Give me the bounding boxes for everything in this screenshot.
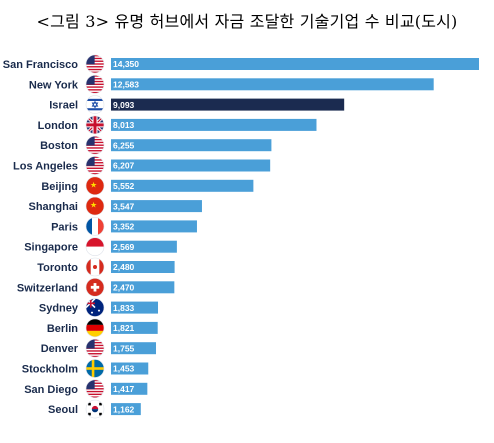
value-label-san-francisco: 14,350 bbox=[113, 59, 139, 69]
category-label-new-york: New York bbox=[29, 79, 79, 91]
bar-new-york bbox=[111, 78, 434, 91]
value-label-israel: 9,093 bbox=[113, 100, 135, 110]
value-label-shanghai: 3,547 bbox=[113, 201, 135, 211]
germany-flag-icon bbox=[85, 318, 105, 338]
us-flag-icon bbox=[85, 379, 105, 399]
bar-san-francisco bbox=[111, 58, 479, 70]
us-flag-icon bbox=[85, 75, 105, 94]
bar-berlin bbox=[111, 321, 158, 334]
category-label-los-angeles: Los Angeles bbox=[13, 161, 78, 173]
category-label-beijing: Beijing bbox=[41, 181, 78, 193]
value-label-switzerland: 2,470 bbox=[113, 283, 135, 293]
category-label-san-francisco: San Francisco bbox=[3, 59, 78, 71]
category-label-seoul: Seoul bbox=[48, 404, 78, 416]
bar-toronto bbox=[111, 261, 175, 273]
singapore-flag-icon bbox=[85, 237, 105, 256]
value-label-beijing: 5,552 bbox=[113, 181, 135, 191]
category-label-paris: Paris bbox=[51, 221, 78, 233]
category-label-boston: Boston bbox=[40, 140, 78, 152]
france-flag-icon bbox=[85, 217, 105, 236]
us-flag-icon bbox=[85, 338, 105, 358]
category-label-san-diego: San Diego bbox=[24, 384, 78, 396]
bar-stockholm bbox=[111, 362, 149, 375]
svg-text:★: ★ bbox=[90, 180, 97, 189]
category-label-israel: Israel bbox=[49, 100, 78, 112]
value-label-singapore: 2,569 bbox=[113, 242, 135, 252]
bar-san-diego bbox=[111, 382, 148, 395]
category-label-singapore: Singapore bbox=[24, 242, 78, 254]
value-label-seoul: 1,162 bbox=[113, 404, 135, 414]
israel-flag-icon bbox=[85, 95, 105, 114]
bar-los-angeles bbox=[111, 159, 271, 172]
category-label-sydney: Sydney bbox=[39, 303, 79, 315]
bar-switzerland bbox=[111, 281, 175, 294]
svg-text:★: ★ bbox=[90, 201, 97, 210]
category-label-denver: Denver bbox=[41, 343, 79, 355]
bar-shanghai bbox=[111, 200, 202, 213]
value-label-stockholm: 1,453 bbox=[113, 364, 135, 374]
canada-flag-icon bbox=[85, 257, 105, 277]
bar-boston bbox=[111, 139, 272, 152]
switzerland-flag-icon bbox=[85, 277, 105, 297]
value-label-london: 8,013 bbox=[113, 120, 135, 130]
bar-london bbox=[111, 118, 317, 131]
category-label-stockholm: Stockholm bbox=[22, 364, 78, 376]
value-label-san-diego: 1,417 bbox=[113, 384, 135, 394]
australia-flag-icon bbox=[85, 298, 105, 317]
bar-seoul bbox=[111, 403, 141, 416]
uk-flag-icon bbox=[85, 115, 105, 135]
us-flag-icon bbox=[85, 54, 105, 74]
category-label-switzerland: Switzerland bbox=[17, 282, 78, 294]
bar-israel bbox=[111, 98, 345, 111]
category-label-london: London bbox=[38, 120, 79, 132]
sweden-flag-icon bbox=[85, 359, 105, 378]
value-label-boston: 6,255 bbox=[113, 140, 135, 150]
value-label-paris: 3,352 bbox=[113, 222, 135, 232]
china-flag-icon: ★ bbox=[85, 176, 105, 196]
china-flag-icon: ★ bbox=[85, 196, 105, 216]
value-label-berlin: 1,821 bbox=[113, 323, 135, 333]
us-flag-icon bbox=[85, 135, 105, 155]
chart-title: <그림 3> 유명 허브에서 자금 조달한 기술기업 수 비교(도시) bbox=[36, 12, 458, 31]
us-flag-icon bbox=[85, 156, 105, 175]
bar-beijing bbox=[111, 179, 254, 192]
value-label-denver: 1,755 bbox=[113, 343, 135, 353]
bar-sydney bbox=[111, 301, 159, 314]
category-label-berlin: Berlin bbox=[47, 323, 78, 335]
bar-singapore bbox=[111, 240, 177, 253]
category-label-shanghai: Shanghai bbox=[28, 201, 78, 213]
value-label-sydney: 1,833 bbox=[113, 303, 135, 313]
bar-paris bbox=[111, 220, 197, 233]
value-label-toronto: 2,480 bbox=[113, 262, 135, 272]
value-label-new-york: 12,583 bbox=[113, 80, 139, 90]
korea-flag-icon bbox=[85, 399, 105, 419]
bar-denver bbox=[111, 342, 157, 355]
value-label-los-angeles: 6,207 bbox=[113, 161, 135, 171]
category-label-toronto: Toronto bbox=[37, 262, 78, 274]
